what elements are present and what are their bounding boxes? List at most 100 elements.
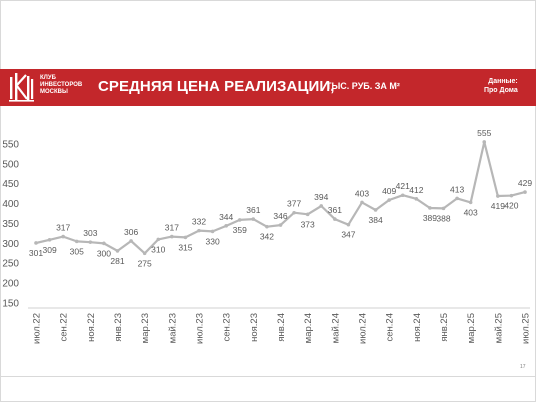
logo-text: КЛУБ ИНВЕСТОРОВ МОСКВЫ bbox=[40, 75, 83, 95]
y-tick-label: 400 bbox=[2, 199, 19, 210]
data-label: 346 bbox=[273, 211, 287, 221]
data-point bbox=[441, 206, 446, 211]
data-label: 388 bbox=[436, 213, 450, 223]
data-label: 317 bbox=[165, 223, 179, 233]
data-label: 394 bbox=[314, 192, 328, 202]
data-point bbox=[129, 239, 133, 243]
data-label: 303 bbox=[83, 228, 97, 238]
data-point bbox=[102, 241, 106, 246]
data-point bbox=[34, 241, 38, 245]
data-point bbox=[210, 229, 215, 234]
data-label: 555 bbox=[477, 128, 491, 138]
data-label: 330 bbox=[205, 236, 219, 246]
data-label: 344 bbox=[219, 212, 233, 222]
y-tick-label: 350 bbox=[2, 219, 19, 230]
data-label: 421 bbox=[396, 181, 410, 191]
x-tick-label: мар.25 bbox=[466, 313, 477, 343]
data-point bbox=[333, 217, 337, 221]
data-point bbox=[170, 234, 174, 239]
x-tick-label: июл.22 bbox=[32, 313, 43, 344]
series-line bbox=[35, 140, 526, 255]
data-label: 429 bbox=[518, 178, 532, 188]
page-title: СРЕДНЯЯ ЦЕНА РЕАЛИЗАЦИИ, bbox=[98, 78, 335, 95]
x-tick-label: июл.24 bbox=[358, 313, 369, 344]
data-point bbox=[509, 193, 514, 198]
data-point bbox=[47, 237, 52, 242]
data-point bbox=[115, 249, 120, 253]
data-label: 419 bbox=[491, 201, 505, 211]
data-point bbox=[360, 200, 364, 205]
x-tick-label: янв.25 bbox=[439, 313, 450, 342]
data-label: 300 bbox=[97, 248, 111, 258]
data-label: 403 bbox=[355, 188, 369, 198]
data-label: 317 bbox=[56, 223, 70, 233]
y-tick-label: 150 bbox=[2, 299, 19, 310]
data-point bbox=[414, 197, 419, 201]
x-axis: июл.22 сен.22 ноя.22 янв.23 мар.23 май.23 июл.… bbox=[32, 313, 532, 344]
data-label: 389 bbox=[423, 213, 437, 223]
data-point bbox=[523, 190, 527, 194]
data-point bbox=[61, 234, 65, 239]
data-point bbox=[251, 217, 256, 221]
footer-divider bbox=[0, 376, 536, 377]
data-label: 412 bbox=[409, 185, 423, 195]
club-logo-icon bbox=[9, 73, 34, 102]
y-tick-label: 450 bbox=[2, 179, 19, 190]
x-tick-label: июл.25 bbox=[521, 313, 532, 344]
data-point bbox=[373, 208, 378, 212]
x-tick-label: май.24 bbox=[330, 313, 341, 343]
data-label: 315 bbox=[178, 242, 192, 252]
data-label: 301 bbox=[29, 248, 43, 258]
x-tick-label: янв.24 bbox=[276, 313, 287, 342]
data-point bbox=[197, 228, 201, 233]
data-point bbox=[387, 198, 391, 202]
data-label: 281 bbox=[110, 256, 124, 266]
data-label: 310 bbox=[151, 244, 165, 254]
data-label: 403 bbox=[464, 207, 478, 217]
data-point bbox=[496, 194, 500, 198]
data-point bbox=[88, 240, 93, 244]
x-tick-label: мар.23 bbox=[140, 313, 151, 343]
data-point bbox=[265, 224, 269, 229]
y-tick-label: 550 bbox=[2, 139, 19, 150]
x-tick-label: май.25 bbox=[493, 313, 504, 343]
x-tick-label: ноя.23 bbox=[249, 313, 260, 342]
x-tick-label: июл.23 bbox=[195, 313, 206, 344]
data-point bbox=[468, 200, 473, 205]
x-tick-label: сен.24 bbox=[385, 313, 396, 342]
data-point bbox=[428, 206, 432, 210]
data-label: 275 bbox=[138, 258, 152, 268]
x-tick-label: ноя.22 bbox=[86, 313, 97, 342]
data-label: 306 bbox=[124, 227, 138, 237]
data-point bbox=[74, 239, 79, 244]
y-axis: 150 200 250 300 350 400 450 500 550 bbox=[2, 139, 19, 309]
x-tick-label: сен.22 bbox=[59, 313, 70, 342]
data-point bbox=[400, 193, 405, 198]
data-point bbox=[278, 223, 283, 227]
data-label: 373 bbox=[301, 219, 315, 229]
data-point bbox=[224, 224, 228, 228]
data-label: 309 bbox=[42, 245, 56, 255]
data-point bbox=[319, 204, 324, 208]
data-label: 342 bbox=[260, 232, 274, 242]
x-tick-label: ноя.24 bbox=[412, 313, 423, 342]
data-label: 413 bbox=[450, 184, 464, 194]
data-label: 420 bbox=[504, 201, 518, 211]
x-tick-label: мар.24 bbox=[303, 313, 314, 343]
data-label: 384 bbox=[368, 215, 382, 225]
header-bar: КЛУБ ИНВЕСТОРОВ МОСКВЫ СРЕДНЯЯ ЦЕНА РЕАЛ… bbox=[0, 69, 536, 106]
data-point bbox=[156, 237, 161, 242]
page-subtitle: ТЫС. РУБ. ЗА М² bbox=[326, 81, 400, 91]
data-point bbox=[142, 251, 147, 256]
data-point bbox=[482, 140, 487, 144]
data-label: 347 bbox=[341, 230, 355, 240]
data-point bbox=[292, 210, 296, 215]
data-point bbox=[237, 218, 242, 222]
data-source: Данные: Про Дома bbox=[484, 78, 518, 94]
page-number: 17 bbox=[520, 364, 526, 370]
y-tick-label: 300 bbox=[2, 239, 19, 250]
data-label: 359 bbox=[233, 225, 247, 235]
x-tick-label: янв.23 bbox=[113, 313, 124, 342]
